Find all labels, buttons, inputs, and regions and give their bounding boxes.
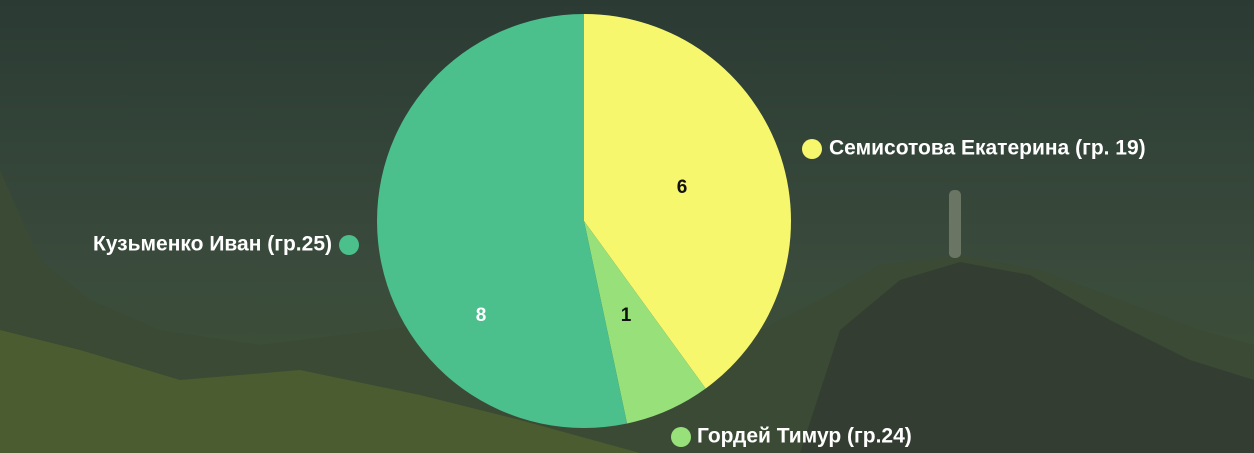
rock-right	[800, 262, 1254, 453]
legend-label: Кузьменко Иван (гр.25)	[93, 233, 332, 256]
legend-label: Семисотова Екатерина (гр. 19)	[829, 137, 1146, 160]
hiker	[949, 190, 961, 258]
data-label: 8	[476, 305, 487, 326]
data-label: 1	[621, 305, 632, 326]
legend-dot	[339, 235, 359, 255]
legend-dot	[671, 427, 691, 447]
pie-slice	[377, 14, 628, 429]
legend-dot	[802, 139, 822, 159]
pie-slice	[584, 14, 791, 389]
hill-left	[0, 330, 640, 453]
pie-slice	[584, 221, 706, 424]
legend-label: Гордей Тимур (гр.24)	[697, 425, 912, 448]
data-label: 6	[677, 177, 688, 198]
